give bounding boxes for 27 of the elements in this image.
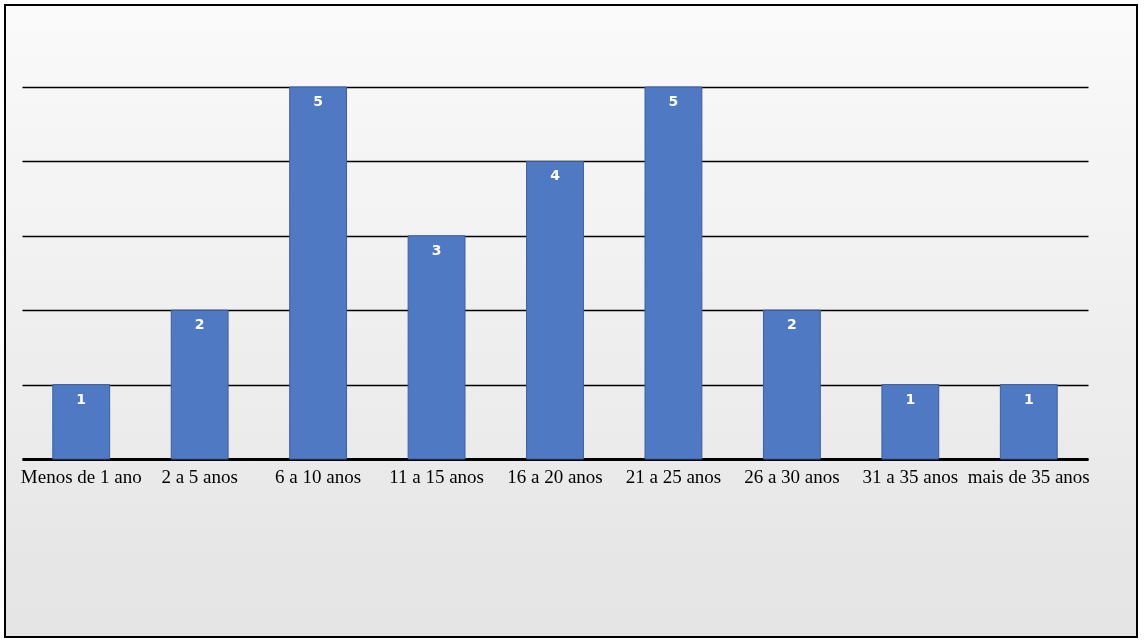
bar [762, 309, 821, 460]
bar [407, 235, 466, 460]
data-label: 1 [905, 390, 916, 407]
bar [52, 384, 111, 460]
x-tick-label: 6 a 10 anos [275, 465, 362, 487]
bar [170, 309, 229, 460]
x-tick-label: Menos de 1 ano [20, 465, 142, 487]
x-tick-label: 11 a 15 anos [389, 465, 484, 487]
data-label: 5 [668, 93, 679, 109]
x-tick-label: 2 a 5 anos [161, 465, 238, 487]
data-label: 2 [194, 316, 205, 333]
data-label: 2 [787, 316, 797, 333]
data-label: 1 [1023, 390, 1034, 407]
x-tick-label: 31 a 35 anos [862, 465, 959, 487]
bar [289, 86, 348, 460]
data-label: 4 [550, 167, 561, 184]
x-tick-label: 26 a 30 anos [744, 465, 840, 487]
bar [526, 160, 584, 460]
bar [999, 384, 1058, 460]
data-label: 3 [431, 241, 442, 258]
x-tick-label: mais de 35 anos [967, 465, 1090, 487]
bar [644, 86, 703, 460]
x-tick-label: 21 a 25 anos [625, 465, 722, 487]
x-tick-label: 16 a 20 anos [507, 465, 603, 487]
data-label: 5 [313, 93, 323, 109]
data-label: 1 [76, 390, 87, 407]
bar [881, 384, 940, 460]
